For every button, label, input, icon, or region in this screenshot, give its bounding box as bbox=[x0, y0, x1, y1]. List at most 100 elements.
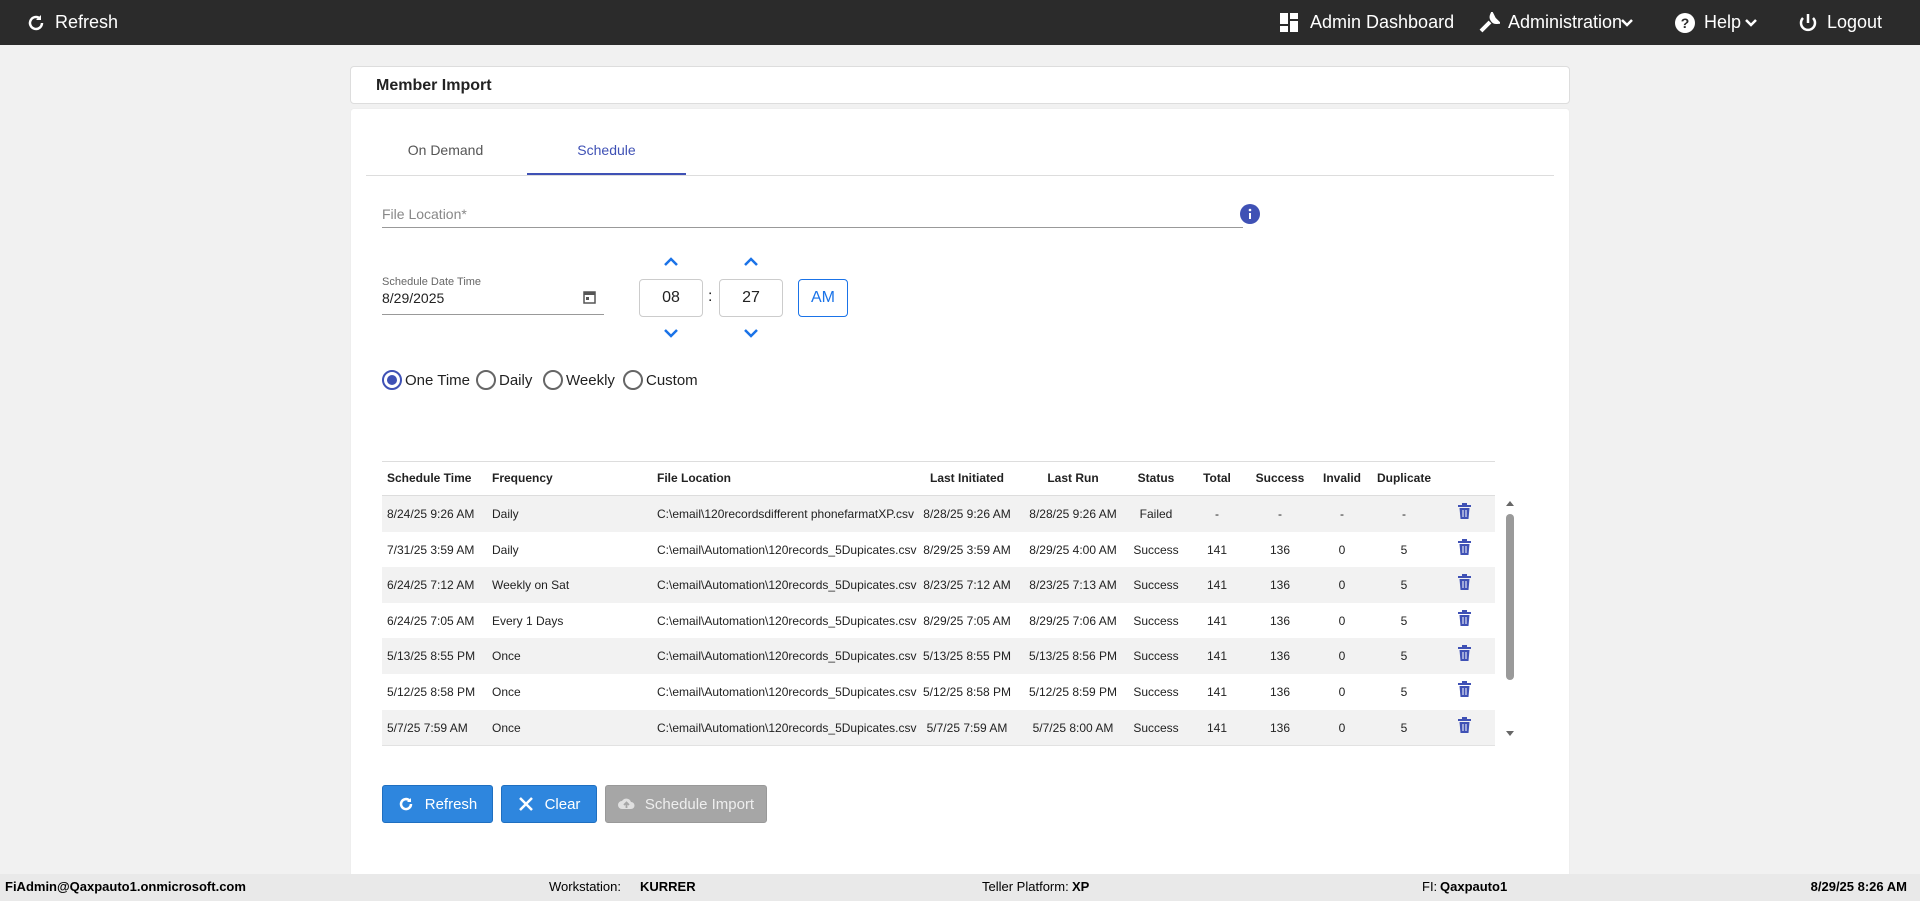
delete-icon bbox=[1458, 574, 1471, 591]
cell: C:\email\Automation\120records_5Dupicate… bbox=[657, 720, 917, 735]
cell: 5 bbox=[1400, 649, 1408, 664]
scroll-up bbox=[1506, 501, 1514, 506]
radio bbox=[476, 370, 496, 390]
cell: 6/24/25 7:05 AM bbox=[387, 613, 475, 628]
radio-label[interactable]: One Time bbox=[405, 372, 471, 389]
cell: 5/12/25 8:59 PM bbox=[1028, 685, 1118, 699]
wrench-icon bbox=[1479, 12, 1500, 33]
cell: 6/24/25 7:12 AM bbox=[387, 578, 475, 593]
table-row bbox=[382, 674, 1495, 711]
tab[interactable]: Schedule bbox=[577, 142, 636, 158]
cell: 5 bbox=[1400, 542, 1408, 557]
nav-administration[interactable]: Administration bbox=[1508, 12, 1623, 32]
info-icon bbox=[1240, 204, 1260, 224]
cell: Success bbox=[1133, 578, 1179, 593]
cell: Once bbox=[492, 720, 521, 735]
cell: 8/24/25 9:26 AM bbox=[387, 507, 475, 521]
cell: 136 bbox=[1269, 578, 1291, 593]
cell: 5 bbox=[1400, 685, 1408, 699]
cell: 5/7/25 7:59 AM bbox=[926, 720, 1008, 735]
cell: 5/13/25 8:55 PM bbox=[387, 649, 476, 664]
button: Schedule Import bbox=[605, 785, 767, 823]
cell: Success bbox=[1133, 542, 1179, 557]
scrollbar-thumb bbox=[1506, 514, 1514, 680]
button-icon bbox=[518, 797, 533, 811]
cell: 136 bbox=[1269, 720, 1291, 735]
cell: 0 bbox=[1338, 720, 1346, 735]
column-header: Frequency bbox=[492, 471, 553, 485]
cell: 136 bbox=[1269, 649, 1291, 664]
time-box[interactable]: 08 bbox=[639, 279, 703, 317]
svg-text:?: ? bbox=[1681, 15, 1690, 31]
cell: C:\email\120recordsdifferent phonefarmat… bbox=[657, 507, 915, 521]
cell: 8/29/25 4:00 AM bbox=[1029, 542, 1117, 557]
button-label: Clear bbox=[544, 795, 581, 813]
cell: 0 bbox=[1338, 613, 1346, 628]
radio-label[interactable]: Custom bbox=[646, 372, 698, 389]
cell: - bbox=[1340, 507, 1344, 521]
cell: 8/23/25 7:13 AM bbox=[1029, 578, 1117, 593]
cell: C:\email\Automation\120records_5Dupicate… bbox=[657, 542, 917, 557]
button[interactable]: Refresh bbox=[382, 785, 493, 823]
footer bbox=[0, 874, 1920, 901]
cell: 5/12/25 8:58 PM bbox=[387, 685, 476, 699]
radio bbox=[543, 370, 563, 390]
cell: C:\email\Automation\120records_5Dupicate… bbox=[657, 649, 917, 664]
cell: - bbox=[1215, 507, 1219, 521]
cell: - bbox=[1278, 507, 1282, 521]
cell: - bbox=[1402, 507, 1406, 521]
ampm-button[interactable]: AM bbox=[798, 279, 848, 317]
cell: Success bbox=[1133, 649, 1179, 664]
button-icon bbox=[617, 798, 635, 809]
nav-admin-dashboard[interactable]: Admin Dashboard bbox=[1310, 12, 1455, 32]
nav-help[interactable]: Help bbox=[1704, 12, 1742, 32]
cell: 5 bbox=[1400, 720, 1408, 735]
nav-logout[interactable]: Logout bbox=[1827, 12, 1883, 32]
cell: Once bbox=[492, 685, 521, 699]
cell: C:\email\Automation\120records_5Dupicate… bbox=[657, 613, 917, 628]
date-underline bbox=[382, 314, 604, 315]
cell: 5 bbox=[1400, 613, 1408, 628]
cell: Failed bbox=[1139, 507, 1173, 521]
cell: Weekly on Sat bbox=[492, 578, 570, 593]
cell: 136 bbox=[1269, 613, 1291, 628]
delete-icon bbox=[1458, 609, 1471, 626]
cell: 141 bbox=[1206, 649, 1228, 664]
cell: 141 bbox=[1206, 685, 1228, 699]
cell: Every 1 Days bbox=[492, 613, 564, 628]
time-box[interactable]: 27 bbox=[719, 279, 783, 317]
tab[interactable]: On Demand bbox=[407, 142, 484, 158]
cell: 5/7/25 8:00 AM bbox=[1032, 720, 1114, 735]
cell: 141 bbox=[1206, 542, 1228, 557]
column-header: Invalid bbox=[1322, 471, 1361, 485]
scroll-down bbox=[1506, 731, 1514, 736]
footer-platform: XP bbox=[1072, 879, 1090, 894]
delete-icon bbox=[1458, 716, 1471, 733]
help-icon: ? bbox=[1675, 13, 1695, 33]
button-label: Refresh bbox=[424, 795, 478, 813]
footer-user: FiAdmin@Qaxpauto1.onmicrosoft.com bbox=[5, 879, 246, 894]
radio-label[interactable]: Daily bbox=[499, 372, 533, 389]
cell: 8/29/25 7:06 AM bbox=[1029, 613, 1117, 628]
time-separator: : bbox=[708, 288, 713, 305]
cell: 5/13/25 8:55 PM bbox=[922, 649, 1012, 664]
cell: 8/29/25 3:59 AM bbox=[923, 542, 1011, 557]
column-header: Duplicate bbox=[1376, 471, 1431, 485]
chevron-down bbox=[664, 329, 678, 338]
cell: Success bbox=[1133, 720, 1179, 735]
cell: 0 bbox=[1338, 542, 1346, 557]
cell: Success bbox=[1133, 613, 1179, 628]
cell: 141 bbox=[1206, 613, 1228, 628]
radio-label[interactable]: Weekly bbox=[566, 372, 615, 389]
schedule-label: Schedule Date Time bbox=[382, 276, 482, 288]
footer-workstation: KURRER bbox=[640, 879, 696, 894]
footer-workstation-label: Workstation: bbox=[549, 879, 622, 894]
column-header: Schedule Time bbox=[387, 471, 472, 485]
nav-refresh[interactable]: Refresh bbox=[55, 12, 119, 32]
button[interactable]: Clear bbox=[501, 785, 597, 823]
page-title: Member Import bbox=[376, 77, 492, 94]
cell: Success bbox=[1133, 685, 1179, 699]
cell: Daily bbox=[492, 507, 519, 521]
chevron-up bbox=[664, 257, 678, 266]
cell: 5/13/25 8:56 PM bbox=[1028, 649, 1118, 664]
